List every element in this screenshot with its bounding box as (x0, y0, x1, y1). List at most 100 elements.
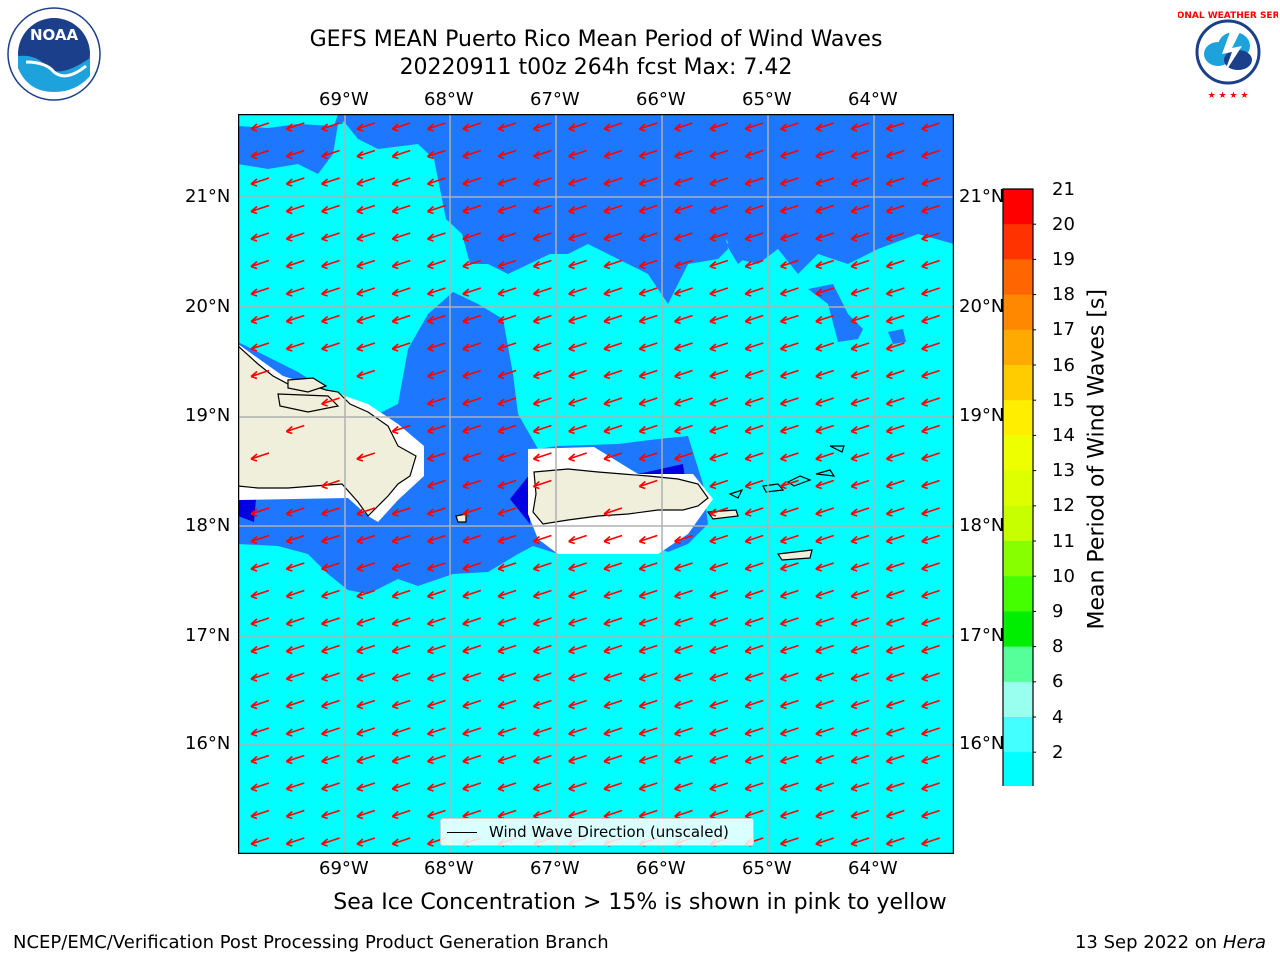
wind-wave-arrow (568, 397, 587, 407)
wind-wave-arrow (250, 342, 270, 352)
wind-wave-arrow (497, 259, 517, 270)
wind-wave-arrow (638, 314, 658, 325)
wind-wave-arrow (638, 617, 658, 627)
wind-wave-arrow (250, 369, 270, 380)
wind-wave-arrow (885, 177, 905, 187)
lon-label-bottom: 68°W (424, 858, 474, 879)
wind-wave-arrow (815, 287, 835, 297)
wind-wave-arrow (568, 644, 587, 655)
wind-wave-arrow (709, 727, 729, 737)
wind-wave-arrow (321, 479, 340, 490)
wind-wave-arrow (356, 177, 376, 187)
wind-wave-arrow (321, 177, 340, 187)
footer-host: Hera (1222, 932, 1266, 953)
wind-wave-arrow (779, 149, 799, 160)
colorbar-segment (1003, 365, 1033, 401)
wind-wave-arrow (709, 204, 729, 215)
wind-wave-arrow (497, 534, 517, 545)
wind-wave-arrow (391, 782, 411, 792)
wind-wave-arrow (497, 672, 517, 682)
wind-wave-arrow (321, 589, 340, 600)
svg-text:NOAA: NOAA (30, 26, 79, 44)
wind-wave-arrow (568, 314, 587, 325)
wave-period-region (238, 499, 256, 522)
wind-wave-arrow (921, 837, 940, 847)
wind-wave-arrow (391, 424, 411, 435)
wind-wave-arrow (426, 177, 446, 187)
wind-wave-arrow (356, 369, 376, 380)
wind-wave-arrow (497, 782, 517, 792)
wind-wave-arrow (321, 149, 340, 160)
wind-wave-arrow (850, 314, 870, 325)
wind-wave-arrow (603, 122, 623, 132)
wind-wave-arrow (674, 177, 693, 187)
wind-wave-arrow (285, 754, 305, 765)
wave-period-region (726, 239, 750, 264)
wind-wave-arrow (638, 782, 658, 792)
wind-wave-arrow (921, 699, 940, 710)
wind-wave-arrow (285, 424, 305, 435)
wind-wave-arrow (462, 149, 482, 160)
wind-wave-arrow (779, 479, 799, 490)
wind-wave-arrow (497, 589, 517, 600)
wind-wave-arrow (568, 562, 587, 572)
wind-wave-arrow (709, 644, 729, 655)
lat-label-right: 18°N (959, 515, 1005, 536)
wind-wave-arrow (885, 369, 905, 380)
wind-wave-arrow (779, 589, 799, 600)
lat-label-left: 19°N (185, 405, 231, 426)
wind-wave-arrow (815, 699, 835, 710)
wind-wave-arrow (674, 727, 693, 737)
wind-wave-arrow (603, 507, 623, 517)
wind-wave-arrow (744, 149, 764, 160)
wind-wave-arrow (885, 534, 905, 545)
wind-wave-arrow (356, 204, 376, 215)
wind-wave-arrow (250, 727, 270, 737)
wind-wave-arrow (674, 672, 693, 682)
wind-wave-arrow (815, 479, 835, 490)
lat-label-left: 16°N (185, 733, 231, 754)
wind-wave-arrow (391, 122, 411, 132)
wind-wave-arrow (709, 534, 729, 545)
wind-wave-arrow (779, 837, 799, 847)
wind-wave-arrow (462, 259, 482, 270)
wind-wave-arrow (426, 424, 446, 435)
wind-wave-arrow (603, 424, 623, 435)
wind-wave-arrow (638, 644, 658, 655)
wind-wave-arrow (885, 122, 905, 132)
wind-wave-arrow (709, 369, 729, 380)
wind-wave-arrow (426, 727, 446, 737)
wind-wave-arrow (885, 314, 905, 325)
footer-date-text: 13 Sep 2022 on (1074, 932, 1218, 953)
wind-wave-arrow (709, 782, 729, 792)
wind-wave-arrow (356, 754, 376, 765)
wind-wave-arrow (779, 562, 799, 572)
lon-label-bottom: 66°W (636, 858, 686, 879)
wind-wave-arrow (532, 782, 552, 792)
wind-wave-arrow (426, 617, 446, 627)
wind-wave-arrow (497, 204, 517, 215)
wind-wave-arrow (885, 424, 905, 435)
colorbar-tick: 12 (1052, 495, 1075, 516)
wind-wave-arrow (497, 452, 517, 462)
colorbar-tick: 8 (1052, 636, 1064, 657)
wind-wave-arrow (603, 342, 623, 352)
wind-wave-arrow (815, 397, 835, 407)
wind-wave-arrow (532, 369, 552, 380)
wind-wave-arrow (356, 672, 376, 682)
wind-wave-arrow (426, 644, 446, 655)
wind-wave-arrow (426, 149, 446, 160)
colorbar-segment (1003, 259, 1033, 296)
wind-wave-arrow (285, 507, 305, 517)
wind-wave-arrow (532, 589, 552, 600)
wind-wave-arrow (638, 727, 658, 737)
wind-wave-arrow (356, 232, 376, 242)
wind-wave-arrow (779, 754, 799, 765)
wind-wave-arrow (532, 397, 552, 407)
wind-wave-arrow (568, 617, 587, 627)
wind-wave-arrow (391, 754, 411, 765)
wind-wave-arrow (850, 699, 870, 710)
wind-wave-arrow (850, 232, 870, 242)
wave-period-region (808, 284, 863, 342)
wind-wave-arrow (709, 287, 729, 297)
